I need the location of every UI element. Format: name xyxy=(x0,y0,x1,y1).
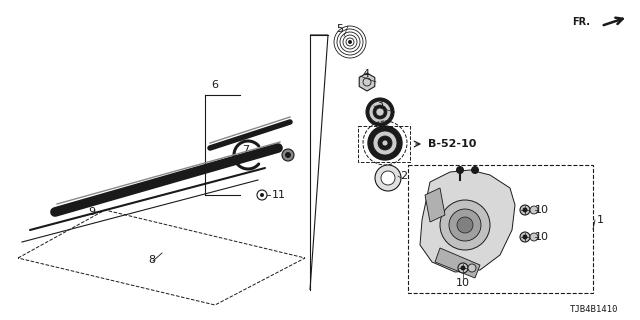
Circle shape xyxy=(530,206,538,214)
Circle shape xyxy=(373,131,397,155)
Circle shape xyxy=(522,235,527,239)
Circle shape xyxy=(458,263,468,273)
Circle shape xyxy=(369,101,391,123)
Text: 8: 8 xyxy=(148,255,155,265)
Bar xyxy=(358,126,410,162)
Circle shape xyxy=(285,152,291,158)
Text: FR.: FR. xyxy=(572,17,590,27)
Circle shape xyxy=(375,165,401,191)
Circle shape xyxy=(376,108,384,116)
Text: 5: 5 xyxy=(337,24,344,34)
Circle shape xyxy=(440,200,490,250)
Circle shape xyxy=(382,140,388,146)
Circle shape xyxy=(456,166,464,174)
Text: TJB4B1410: TJB4B1410 xyxy=(570,306,618,315)
Text: 3: 3 xyxy=(376,99,383,109)
Polygon shape xyxy=(359,73,375,91)
Circle shape xyxy=(348,40,352,44)
Circle shape xyxy=(520,232,530,242)
Circle shape xyxy=(282,149,294,161)
Circle shape xyxy=(378,136,392,150)
Text: 2: 2 xyxy=(400,171,407,181)
Text: 10: 10 xyxy=(535,205,549,215)
Circle shape xyxy=(368,126,402,160)
Text: 9: 9 xyxy=(88,207,95,217)
Text: 10: 10 xyxy=(535,232,549,242)
Polygon shape xyxy=(435,248,480,278)
Circle shape xyxy=(471,166,479,174)
Text: 1: 1 xyxy=(597,215,604,225)
Circle shape xyxy=(522,207,527,212)
Text: 11: 11 xyxy=(272,190,286,200)
Circle shape xyxy=(449,209,481,241)
Polygon shape xyxy=(425,188,445,222)
Text: 7: 7 xyxy=(242,145,249,155)
Circle shape xyxy=(260,193,264,197)
Polygon shape xyxy=(420,170,515,272)
Circle shape xyxy=(530,233,538,241)
Text: 4: 4 xyxy=(362,69,369,79)
Text: B-52-10: B-52-10 xyxy=(428,139,476,149)
Circle shape xyxy=(520,205,530,215)
Text: 10: 10 xyxy=(456,278,470,288)
Circle shape xyxy=(461,266,465,270)
Circle shape xyxy=(457,217,473,233)
Circle shape xyxy=(468,264,476,272)
Text: 6: 6 xyxy=(211,80,218,90)
Bar xyxy=(408,165,593,293)
Circle shape xyxy=(373,105,387,119)
Circle shape xyxy=(366,98,394,126)
Circle shape xyxy=(381,171,395,185)
